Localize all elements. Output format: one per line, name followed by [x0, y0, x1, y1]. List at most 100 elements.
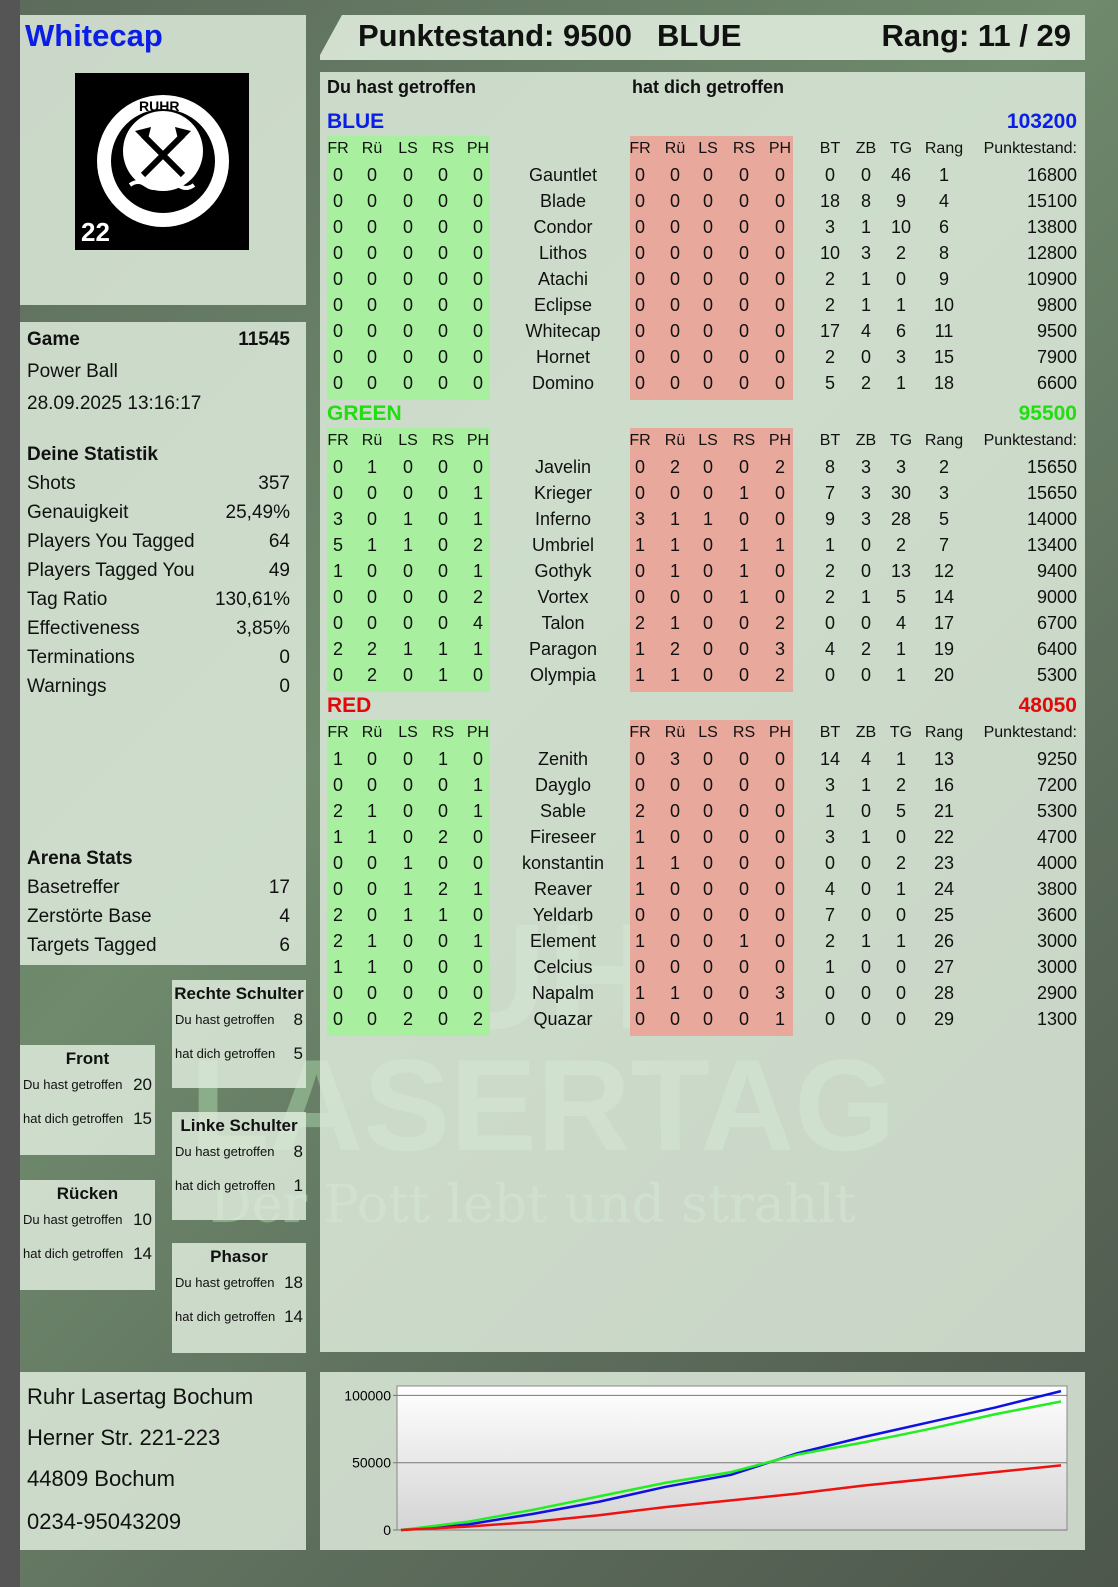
- player-stat: 1: [860, 587, 872, 607]
- player-name: Whitecap: [525, 321, 601, 341]
- hit-you-value: 2: [774, 665, 786, 685]
- column-header: FR: [327, 140, 349, 157]
- you-hit-value: 0: [472, 269, 484, 289]
- table-row: 0 2 0 1 0 Olympia 1 1 0 0 2 0 0 1 20 5300: [320, 665, 1085, 691]
- player-stat: 3: [824, 827, 836, 847]
- you-hit-value: 0: [402, 801, 414, 821]
- hit-you-value: 0: [774, 879, 786, 899]
- you-hit-value: 0: [402, 165, 414, 185]
- you-hit-value: 0: [437, 535, 449, 555]
- you-hit-value: 0: [366, 613, 378, 633]
- column-header: PH: [768, 724, 792, 741]
- you-hit-value: 0: [366, 217, 378, 237]
- hit-you-value: 0: [702, 613, 714, 633]
- you-hit-value: 1: [402, 853, 414, 873]
- hit-you-value: 0: [702, 165, 714, 185]
- player-stat: 23: [933, 853, 955, 873]
- hit-you-value: 2: [669, 639, 681, 659]
- hit-you-value: 0: [702, 853, 714, 873]
- hit-you-value: 0: [669, 775, 681, 795]
- table-row: 0 1 0 0 0 Javelin 0 2 0 0 2 8 3 3 2 15650: [320, 457, 1085, 483]
- hit-you-value: 0: [634, 775, 646, 795]
- player-score: 9500: [1036, 321, 1077, 341]
- stat-label: Genauigkeit: [27, 502, 129, 523]
- you-hit-value: 0: [332, 165, 344, 185]
- hit-you-value: 1: [738, 561, 750, 581]
- column-header: LS: [698, 432, 718, 449]
- address-line: Ruhr Lasertag Bochum: [27, 1384, 254, 1409]
- arena-label: Zerstörte Base: [27, 906, 152, 927]
- hitzone-value: 15: [133, 1109, 152, 1128]
- player-stat: 3: [824, 217, 836, 237]
- hit-you-value: 0: [738, 983, 750, 1003]
- hit-you-band: [630, 136, 793, 400]
- hit-you-value: 0: [702, 483, 714, 503]
- you-hit-value: 0: [437, 269, 449, 289]
- header-score: Punktestand: 9500: [358, 18, 632, 53]
- player-stat: 0: [860, 905, 872, 925]
- you-hit-value: 0: [366, 269, 378, 289]
- table-row: 0 0 0 0 0 Lithos 0 0 0 0 0 10 3 2 8 12800: [320, 243, 1085, 269]
- you-hit-value: 0: [366, 483, 378, 503]
- you-hit-value: 0: [437, 801, 449, 821]
- hitzone-value: 5: [293, 1044, 303, 1063]
- you-hit-value: 0: [437, 853, 449, 873]
- you-hit-value: 1: [437, 749, 449, 769]
- hit-you-value: 0: [669, 191, 681, 211]
- you-hit-value: 0: [402, 665, 414, 685]
- you-hit-value: 0: [472, 905, 484, 925]
- table-row: 0 0 0 0 2 Vortex 0 0 0 1 0 2 1 5 14 9000: [320, 587, 1085, 613]
- player-stat: 28: [890, 509, 912, 529]
- hit-you-value: 3: [634, 509, 646, 529]
- table-row: 1 0 0 1 0 Zenith 0 3 0 0 0 14 4 1 13 9250: [320, 749, 1085, 775]
- column-header: PH: [768, 432, 792, 449]
- you-hit-value: 1: [437, 639, 449, 659]
- player-stat: 4: [895, 613, 907, 633]
- you-hit-value: 1: [472, 509, 484, 529]
- player-score: 4000: [1036, 853, 1077, 873]
- address-line: Herner Str. 221-223: [27, 1425, 221, 1450]
- player-stat: 2: [895, 853, 907, 873]
- you-hit-value: 0: [437, 1009, 449, 1029]
- hit-you-value: 0: [702, 587, 714, 607]
- svg-text:RUHR: RUHR: [139, 98, 179, 114]
- player-score: 10900: [1026, 269, 1077, 289]
- hit-you-value: 1: [634, 983, 646, 1003]
- hitzone-value: 8: [293, 1010, 303, 1029]
- player-stat: 16: [933, 775, 955, 795]
- table-row: 0 0 1 2 1 Reaver 1 0 0 0 0 4 0 1 24 3800: [320, 879, 1085, 905]
- column-header: LS: [398, 140, 418, 157]
- stat-value: 357: [258, 473, 290, 494]
- player-stat: 3: [824, 775, 836, 795]
- hit-you-value: 0: [738, 1009, 750, 1029]
- player-stat: 1: [860, 827, 872, 847]
- hit-you-value: 1: [634, 879, 646, 899]
- you-hit-value: 0: [402, 373, 414, 393]
- player-stat: 0: [895, 269, 907, 289]
- you-hit-value: 0: [366, 749, 378, 769]
- you-hit-value: 1: [366, 457, 378, 477]
- you-hit-value: 0: [437, 165, 449, 185]
- column-header: PH: [466, 432, 490, 449]
- hit-you-value: 0: [702, 775, 714, 795]
- player-stat: 1: [895, 639, 907, 659]
- you-hit-value: 1: [472, 561, 484, 581]
- you-hit-value: 2: [332, 639, 344, 659]
- hit-you-value: 1: [738, 931, 750, 951]
- player-stat: 0: [860, 1009, 872, 1029]
- you-hit-value: 0: [437, 457, 449, 477]
- player-stat: 9: [895, 191, 907, 211]
- you-hit-value: 0: [437, 775, 449, 795]
- hit-you-value: 0: [702, 321, 714, 341]
- hit-you-value: 2: [774, 457, 786, 477]
- you-hit-value: 0: [366, 321, 378, 341]
- hitzone-value: 8: [293, 1142, 303, 1161]
- table-row: 0 0 0 0 0 Whitecap 0 0 0 0 0 17 4 6 11 9500: [320, 321, 1085, 347]
- column-header: FR: [629, 432, 651, 449]
- you-hit-value: 1: [472, 483, 484, 503]
- hit-you-value: 0: [702, 295, 714, 315]
- team-total: 103200: [1006, 110, 1077, 133]
- player-stat: 15: [933, 347, 955, 367]
- you-hit-value: 1: [402, 879, 414, 899]
- stat-label: Players Tagged You: [27, 560, 195, 581]
